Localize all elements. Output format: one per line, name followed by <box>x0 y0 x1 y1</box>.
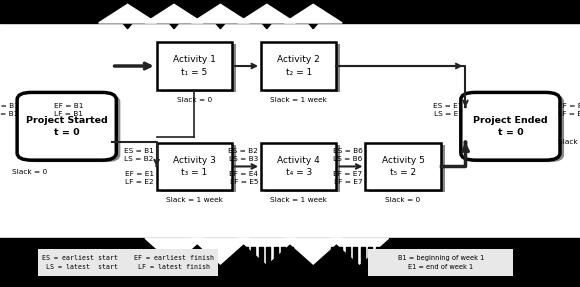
Text: EF = E1
LF = E2: EF = E1 LF = E2 <box>125 171 154 185</box>
Text: ES = E7
LS = E7: ES = E7 LS = E7 <box>433 104 463 117</box>
Polygon shape <box>145 4 203 23</box>
FancyBboxPatch shape <box>17 92 116 160</box>
FancyBboxPatch shape <box>21 94 121 162</box>
Polygon shape <box>191 238 249 264</box>
Text: EF = E7
LF = E7: EF = E7 LF = E7 <box>334 171 362 185</box>
Text: Slack = 1 week: Slack = 1 week <box>270 97 327 103</box>
Polygon shape <box>284 4 342 23</box>
Text: ES = earliest start    EF = earliest finish
LS = latest  start     LF = latest f: ES = earliest start EF = earliest finish… <box>42 255 213 270</box>
Polygon shape <box>191 0 249 29</box>
Text: Activity 5
t₅ = 2: Activity 5 t₅ = 2 <box>382 156 425 177</box>
Text: ES = B1
LS = B1: ES = B1 LS = B1 <box>0 104 19 117</box>
Bar <box>157 42 232 90</box>
Text: Activity 2
t₂ = 1: Activity 2 t₂ = 1 <box>277 55 320 77</box>
Polygon shape <box>284 238 342 264</box>
Text: EF = E4
LF = E5: EF = E4 LF = E5 <box>229 171 258 185</box>
Bar <box>369 145 445 192</box>
Text: EF = E7
LF = E7: EF = E7 LF = E7 <box>558 104 580 117</box>
Text: Slack = 0: Slack = 0 <box>177 97 212 103</box>
Polygon shape <box>284 0 342 29</box>
Polygon shape <box>238 4 296 23</box>
Text: ES = B1
LS = B2: ES = B1 LS = B2 <box>124 148 154 162</box>
Polygon shape <box>145 0 203 29</box>
Bar <box>157 143 232 190</box>
Polygon shape <box>238 238 296 264</box>
Polygon shape <box>331 238 389 264</box>
Bar <box>265 44 340 92</box>
Bar <box>38 249 218 276</box>
Bar <box>261 143 336 190</box>
Text: Slack = 1 week: Slack = 1 week <box>270 197 327 203</box>
Text: Slack = 0: Slack = 0 <box>558 139 580 145</box>
Text: Slack = 0: Slack = 0 <box>12 169 47 175</box>
Text: Activity 1
t₁ = 5: Activity 1 t₁ = 5 <box>173 55 216 77</box>
Polygon shape <box>145 238 203 264</box>
FancyBboxPatch shape <box>465 94 564 162</box>
Text: ES = B2
LS = B3: ES = B2 LS = B3 <box>228 148 258 162</box>
Text: EF = B1
LF = B1: EF = B1 LF = B1 <box>53 104 83 117</box>
Text: Project Started
t = 0: Project Started t = 0 <box>26 116 107 137</box>
Bar <box>368 249 513 276</box>
Bar <box>265 145 340 192</box>
Bar <box>161 44 236 92</box>
Text: Activity 3
t₃ = 1: Activity 3 t₃ = 1 <box>173 156 216 177</box>
Text: B1 = beginning of week 1
E1 = end of week 1: B1 = beginning of week 1 E1 = end of wee… <box>398 255 484 270</box>
FancyBboxPatch shape <box>461 92 560 160</box>
Bar <box>365 143 441 190</box>
Polygon shape <box>99 4 157 23</box>
Polygon shape <box>99 0 157 29</box>
Text: Project Ended
t = 0: Project Ended t = 0 <box>473 116 548 137</box>
Polygon shape <box>191 4 249 23</box>
Text: Slack = 1 week: Slack = 1 week <box>166 197 223 203</box>
Text: Slack = 0: Slack = 0 <box>386 197 420 203</box>
Text: ES = B6
LS = B6: ES = B6 LS = B6 <box>333 148 362 162</box>
Bar <box>261 42 336 90</box>
Text: Activity 4
t₄ = 3: Activity 4 t₄ = 3 <box>277 156 320 177</box>
Bar <box>161 145 236 192</box>
Polygon shape <box>238 0 296 29</box>
